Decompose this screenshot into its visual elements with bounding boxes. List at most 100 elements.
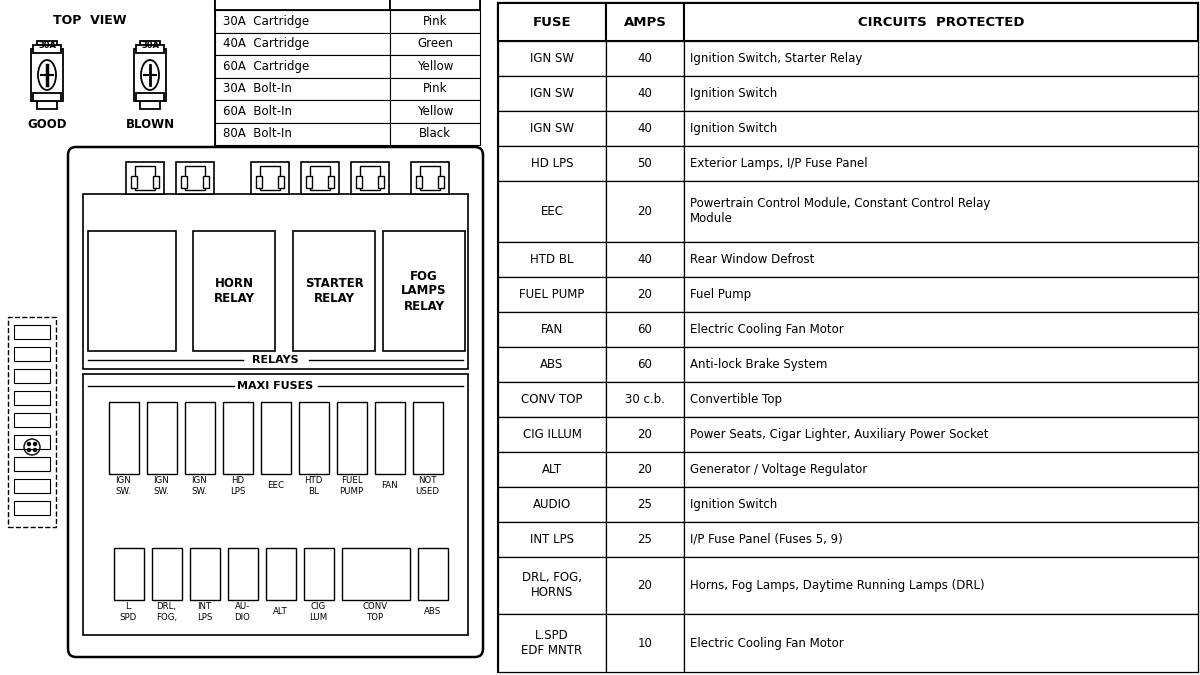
Text: 50: 50 bbox=[637, 157, 653, 170]
Bar bbox=[390, 10, 480, 32]
Text: Power Seats, Cigar Lighter, Auxiliary Power Socket: Power Seats, Cigar Lighter, Auxiliary Po… bbox=[690, 428, 989, 441]
Text: 10: 10 bbox=[637, 637, 653, 649]
Bar bbox=[336, 402, 366, 474]
Circle shape bbox=[34, 448, 36, 452]
Bar bbox=[498, 347, 606, 382]
Bar bbox=[8, 317, 56, 527]
Bar bbox=[498, 277, 606, 312]
Bar bbox=[498, 3, 606, 41]
Bar bbox=[251, 162, 289, 194]
Bar bbox=[215, 122, 390, 145]
Bar bbox=[684, 347, 1198, 382]
Bar bbox=[684, 181, 1198, 242]
Text: Pink: Pink bbox=[422, 82, 448, 95]
Text: IGN
SW.: IGN SW. bbox=[192, 477, 208, 495]
Bar bbox=[416, 176, 422, 188]
Text: 25: 25 bbox=[637, 533, 653, 545]
Bar bbox=[606, 277, 684, 312]
Circle shape bbox=[28, 443, 30, 446]
Text: FUEL PUMP: FUEL PUMP bbox=[520, 288, 584, 301]
Bar bbox=[14, 435, 50, 449]
Bar bbox=[684, 452, 1198, 487]
Bar bbox=[684, 487, 1198, 522]
Bar bbox=[498, 41, 606, 76]
Bar bbox=[390, 32, 480, 55]
Bar bbox=[390, 122, 480, 145]
Bar bbox=[108, 402, 138, 474]
Bar bbox=[136, 45, 164, 53]
Bar bbox=[498, 452, 606, 487]
Bar bbox=[498, 522, 606, 557]
Bar bbox=[390, 55, 480, 78]
Bar bbox=[37, 101, 58, 109]
Text: FUSE: FUSE bbox=[533, 16, 571, 28]
Text: Fuel Pump: Fuel Pump bbox=[690, 288, 751, 301]
Bar bbox=[498, 146, 606, 181]
Bar bbox=[304, 548, 334, 600]
Bar bbox=[14, 501, 50, 515]
Text: 40: 40 bbox=[637, 87, 653, 100]
Text: AUDIO: AUDIO bbox=[533, 497, 571, 511]
Bar bbox=[383, 231, 466, 351]
Bar bbox=[14, 347, 50, 361]
Bar bbox=[390, 100, 480, 122]
Bar bbox=[420, 166, 440, 190]
Text: RELAYS: RELAYS bbox=[252, 355, 299, 365]
Bar bbox=[14, 413, 50, 427]
Bar bbox=[418, 548, 448, 600]
Text: Anti-lock Brake System: Anti-lock Brake System bbox=[690, 358, 827, 371]
Text: Ignition Switch: Ignition Switch bbox=[690, 87, 778, 100]
Bar bbox=[498, 3, 1198, 672]
Bar bbox=[684, 382, 1198, 416]
Text: 40: 40 bbox=[637, 122, 653, 135]
Text: 20: 20 bbox=[637, 579, 653, 592]
Text: Ignition Switch: Ignition Switch bbox=[690, 497, 778, 511]
Bar bbox=[140, 41, 160, 49]
Text: Horns, Fog Lamps, Daytime Running Lamps (DRL): Horns, Fog Lamps, Daytime Running Lamps … bbox=[690, 579, 985, 592]
Bar bbox=[498, 487, 606, 522]
Bar bbox=[413, 402, 443, 474]
Text: HD
LPS: HD LPS bbox=[230, 477, 245, 495]
Circle shape bbox=[28, 448, 30, 452]
Text: Black: Black bbox=[419, 128, 451, 140]
Bar bbox=[360, 166, 380, 190]
Bar bbox=[498, 416, 606, 452]
Text: 30A: 30A bbox=[38, 40, 56, 49]
Text: CIG
LUM: CIG LUM bbox=[310, 602, 328, 622]
Text: HTD BL: HTD BL bbox=[530, 253, 574, 266]
Text: ABS: ABS bbox=[540, 358, 564, 371]
Text: Exterior Lamps, I/P Fuse Panel: Exterior Lamps, I/P Fuse Panel bbox=[690, 157, 868, 170]
Bar bbox=[140, 101, 160, 109]
Text: I/P Fuse Panel (Fuses 5, 9): I/P Fuse Panel (Fuses 5, 9) bbox=[690, 533, 842, 545]
Text: CONV TOP: CONV TOP bbox=[521, 393, 583, 406]
Bar bbox=[14, 479, 50, 493]
Bar bbox=[356, 176, 362, 188]
Text: Powertrain Control Module, Constant Control Relay
Module: Powertrain Control Module, Constant Cont… bbox=[690, 197, 990, 225]
Bar bbox=[498, 76, 606, 111]
Bar bbox=[34, 93, 61, 101]
Bar bbox=[606, 76, 684, 111]
Bar bbox=[256, 176, 262, 188]
Text: 40A  Cartridge: 40A Cartridge bbox=[223, 37, 310, 50]
Bar bbox=[222, 402, 252, 474]
Text: Electric Cooling Fan Motor: Electric Cooling Fan Motor bbox=[690, 323, 844, 336]
Text: 30A  Cartridge: 30A Cartridge bbox=[223, 15, 310, 28]
Bar bbox=[684, 614, 1198, 672]
Text: AU-
DIO: AU- DIO bbox=[234, 602, 251, 622]
Bar bbox=[278, 176, 284, 188]
Bar bbox=[215, 55, 390, 78]
Bar bbox=[215, 0, 480, 145]
Bar bbox=[606, 146, 684, 181]
Text: 60A  Cartridge: 60A Cartridge bbox=[223, 60, 310, 73]
Bar bbox=[684, 242, 1198, 277]
Bar bbox=[342, 548, 409, 600]
Text: IGN
SW.: IGN SW. bbox=[154, 477, 169, 495]
Bar bbox=[684, 111, 1198, 146]
Text: 80A  Bolt-In: 80A Bolt-In bbox=[223, 128, 292, 140]
Bar bbox=[185, 402, 215, 474]
Bar bbox=[301, 162, 340, 194]
Bar bbox=[684, 3, 1198, 41]
Text: L.
SPD: L. SPD bbox=[120, 602, 137, 622]
Text: BLOWN: BLOWN bbox=[126, 119, 174, 132]
Text: Pink: Pink bbox=[422, 15, 448, 28]
